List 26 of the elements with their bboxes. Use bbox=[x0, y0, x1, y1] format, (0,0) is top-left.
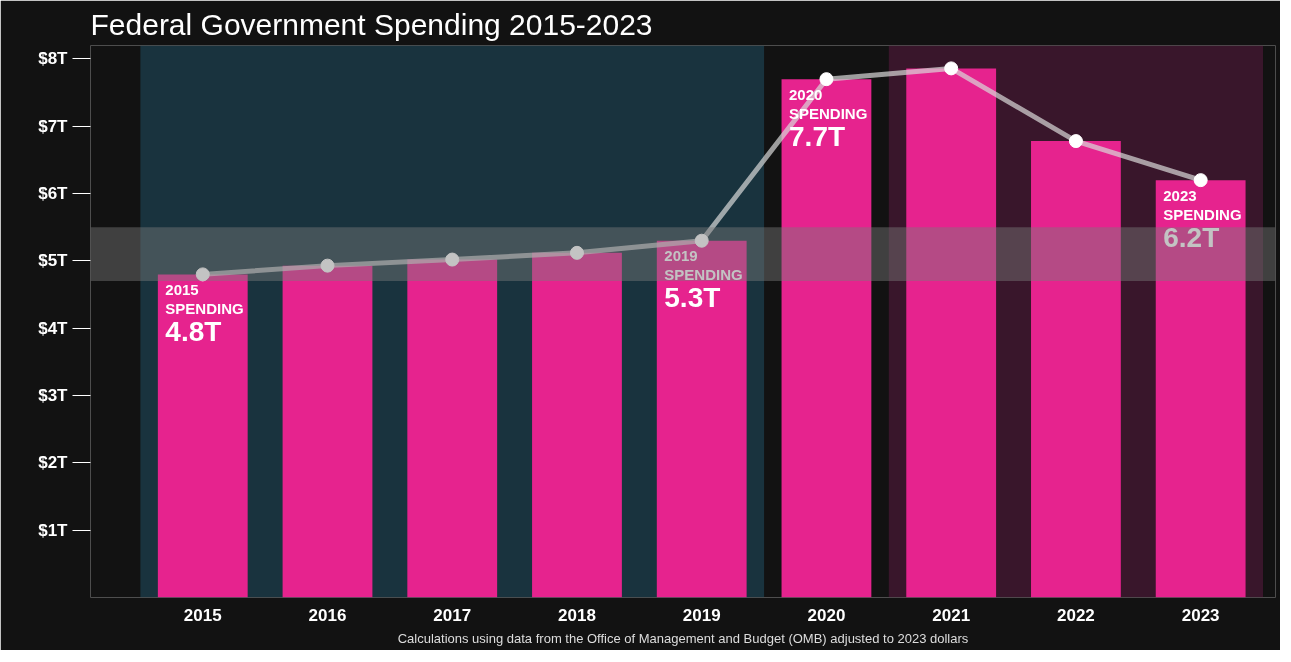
text: Calculations using data from the Office of Management and Budget (OMB) adjusted to 2023 dollars bbox=[397, 630, 969, 646]
x-tick-label: 2022 bbox=[1057, 605, 1095, 625]
annotation: 2023 SPENDING bbox=[1163, 186, 1242, 223]
x-tick-label: 2018 bbox=[558, 605, 596, 625]
x-tick-label: 2019 bbox=[682, 605, 721, 625]
data-label: 6.2T bbox=[1163, 221, 1220, 253]
data-label: 7.7T bbox=[789, 120, 846, 152]
y-tick-label: $3T bbox=[38, 386, 69, 406]
y-tick-label: $7T bbox=[38, 116, 69, 136]
x-tick-label: 2021 bbox=[932, 605, 971, 625]
data-label: 5.3T bbox=[664, 282, 721, 314]
x-tick-label: 2015 bbox=[183, 605, 222, 625]
chart-title: Federal Government Spending 2015-2023 bbox=[90, 7, 653, 41]
x-tick-label: 2023 bbox=[1181, 605, 1220, 625]
y-tick-label: $4T bbox=[38, 318, 69, 338]
x-tick-label: 2016 bbox=[308, 605, 347, 625]
data-label: 4.8T bbox=[165, 316, 222, 348]
y-tick-label: $8T bbox=[38, 49, 69, 69]
x-tick-label: 2017 bbox=[433, 605, 472, 625]
x-tick-label: 2020 bbox=[807, 605, 846, 625]
annotation: 2019 SPENDING bbox=[664, 247, 743, 284]
y-tick-label: $6T bbox=[38, 184, 69, 204]
y-tick-label: $2T bbox=[38, 453, 69, 473]
y-tick-label: $5T bbox=[38, 251, 69, 271]
y-tick-label: $1T bbox=[38, 520, 69, 540]
annotation: 2015 SPENDING bbox=[165, 281, 244, 317]
